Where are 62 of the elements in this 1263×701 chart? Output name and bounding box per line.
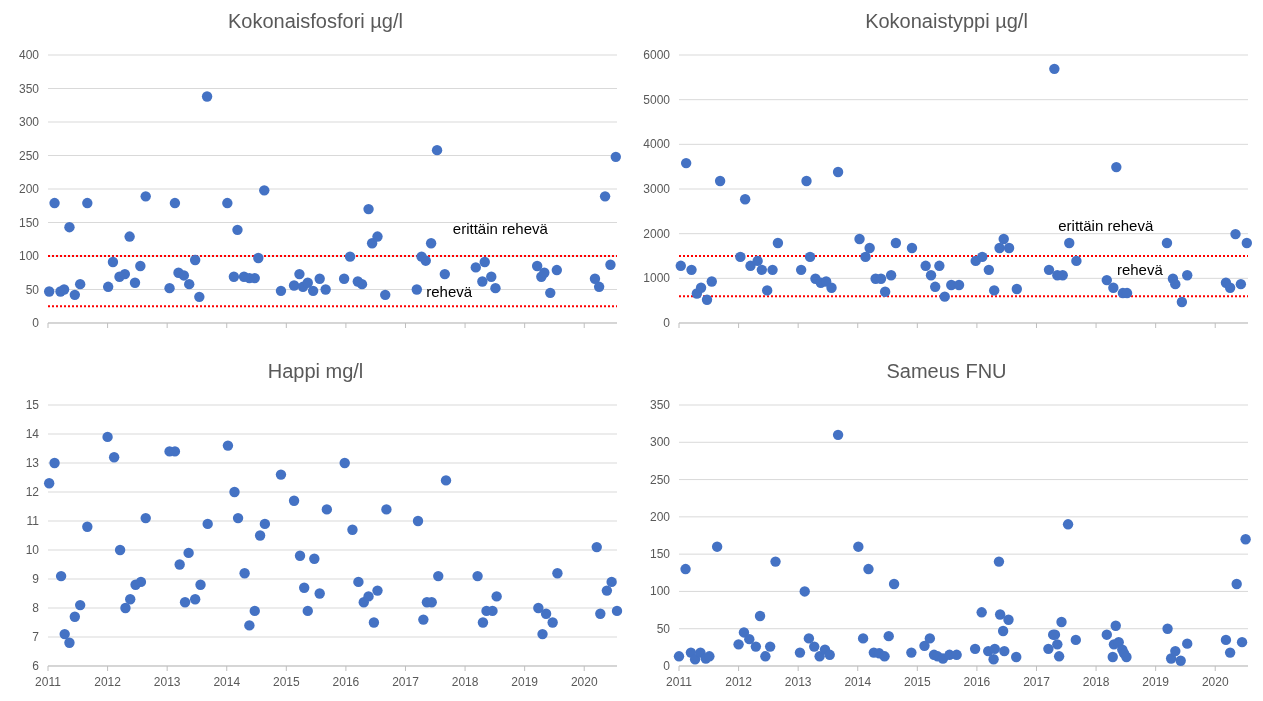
x-tick-label: 2011 [666,675,693,689]
y-tick-label: 100 [649,584,671,599]
y-tick-label: 5000 [643,92,671,107]
y-tick-label: 4000 [643,137,671,152]
ref-line-label: rehevä [426,283,473,301]
chart-title: Kokonaisfosfori µg/l [228,10,403,32]
y-tick-label: 250 [18,148,40,163]
ref-line-label: erittäin rehevä [452,220,549,237]
x-tick-label: 2017 [1023,675,1051,689]
y-tick-label: 7 [32,630,40,644]
y-tick-label: 2000 [643,226,671,241]
y-tick-label: 10 [25,543,40,557]
y-tick-label: 50 [25,282,40,297]
y-tick-label: 8 [32,601,40,615]
y-tick-label: 12 [25,485,40,499]
x-tick-label: 2015 [272,675,300,689]
y-tick-label: 9 [32,572,40,586]
x-tick-label: 2011 [35,675,62,689]
y-tick-label: 0 [663,659,671,673]
y-tick-label: 11 [26,514,40,528]
y-tick-label: 200 [18,182,40,196]
x-tick-label: 2020 [1201,675,1229,689]
x-tick-label: 2016 [963,675,991,689]
y-tick-label: 6 [32,659,40,673]
x-tick-label: 2018 [1082,675,1110,689]
chart-title: Happi mg/l [267,360,364,382]
y-tick-label: 50 [656,621,671,636]
y-tick-label: 100 [18,249,40,263]
y-tick-label: 300 [649,435,671,450]
y-tick-label: 15 [25,398,40,412]
y-tick-label: 250 [649,472,671,487]
y-tick-label: 0 [32,316,40,330]
y-tick-label: 14 [25,427,40,441]
y-tick-label: 400 [18,48,40,62]
x-tick-label: 2016 [332,675,360,689]
x-tick-label: 2017 [392,675,420,689]
y-tick-label: 3000 [643,182,671,196]
y-tick-label: 350 [649,398,671,412]
x-tick-label: 2012 [725,675,753,689]
y-tick-label: 6000 [643,48,671,62]
x-tick-label: 2013 [784,675,812,689]
x-tick-label: 2014 [213,675,241,689]
ref-line-label: rehevä [1116,261,1164,279]
y-tick-label: 1000 [643,271,671,286]
y-tick-label: 150 [18,215,40,230]
x-tick-label: 2019 [511,675,539,689]
x-tick-label: 2020 [570,675,598,689]
y-tick-label: 300 [18,115,40,129]
ref-line-label: erittäin rehevä [1058,217,1154,234]
y-tick-label: 150 [649,547,671,562]
x-tick-label: 2012 [94,675,122,689]
x-tick-label: 2018 [451,675,479,689]
y-tick-label: 350 [18,81,40,96]
x-tick-label: 2013 [153,675,181,689]
chart-title: Kokonaistyppi µg/l [865,10,1028,32]
x-tick-label: 2019 [1142,675,1170,689]
y-tick-label: 0 [663,316,671,330]
y-tick-label: 200 [649,509,671,524]
x-tick-label: 2015 [903,675,931,689]
x-tick-label: 2014 [844,675,872,689]
chart-title: Sameus FNU [886,360,1007,382]
y-tick-label: 13 [25,456,40,470]
